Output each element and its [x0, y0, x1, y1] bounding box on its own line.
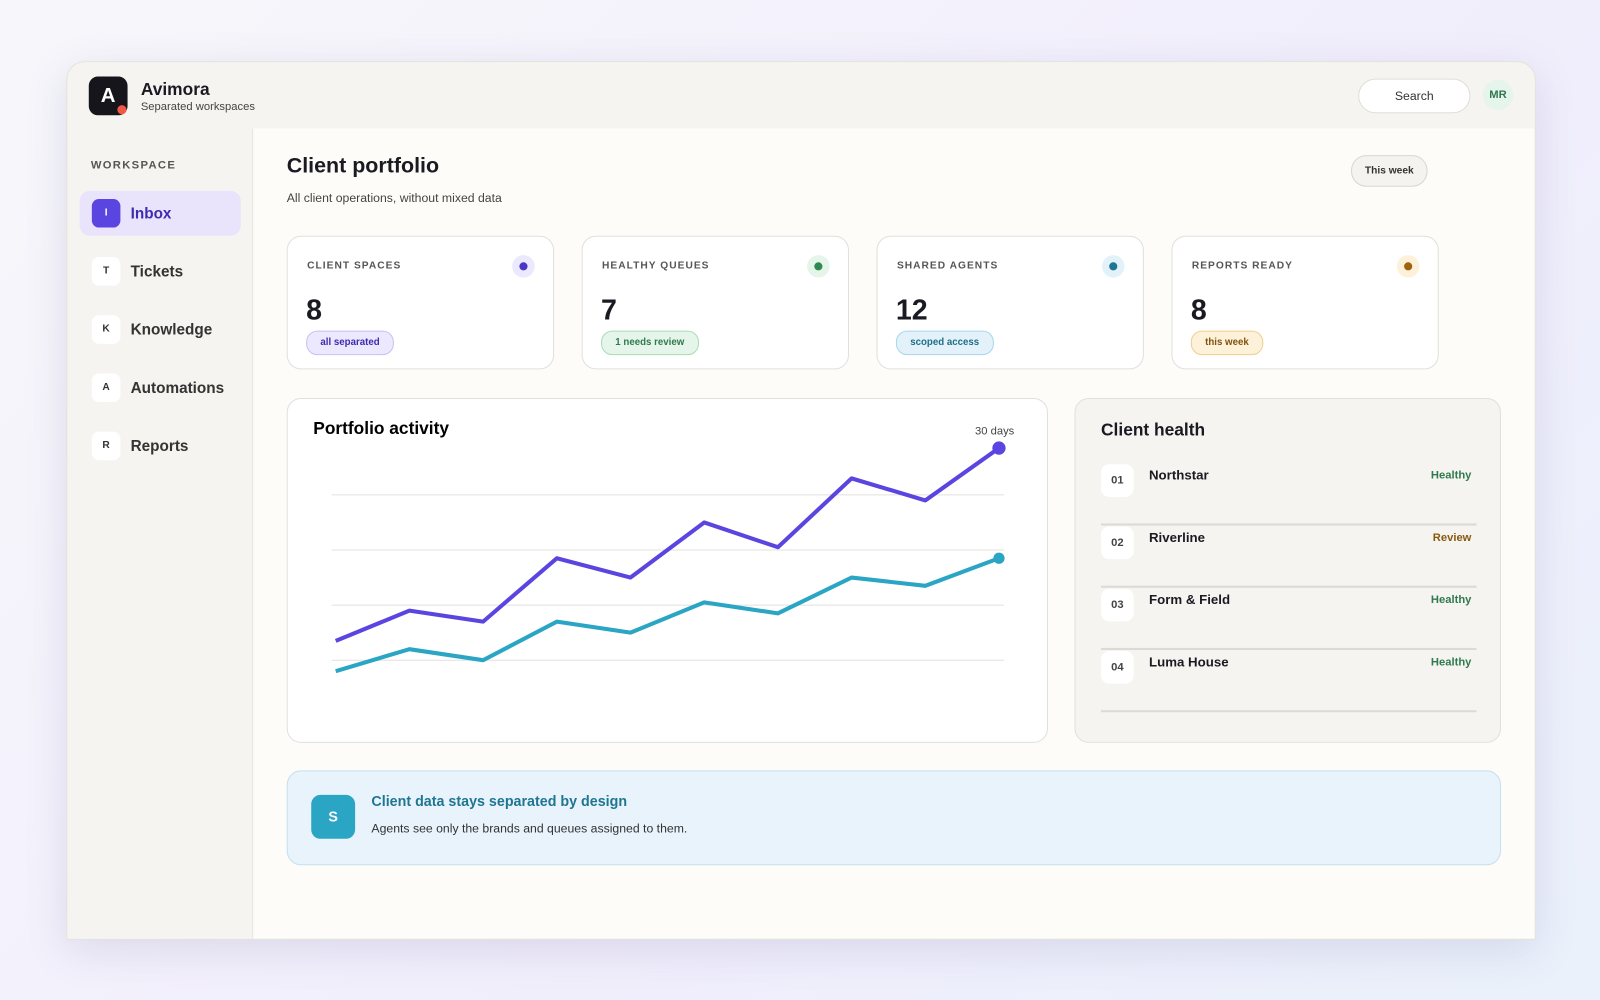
- nav-icon: A: [91, 373, 121, 403]
- stat-card: REPORTS READY 8 this week: [1171, 235, 1439, 370]
- stat-dot: [1396, 255, 1420, 278]
- health-row: 02 Riverline Review: [1101, 524, 1477, 588]
- logo: A: [88, 76, 128, 116]
- nav-label: Reports: [130, 437, 189, 456]
- app-window: A Avimora Separated workspaces Search MR…: [66, 61, 1536, 940]
- stat-dot-inner: [1404, 262, 1413, 271]
- search-button[interactable]: Search: [1358, 78, 1471, 114]
- chart-title: Portfolio activity: [313, 418, 449, 438]
- notice-text: Agents see only the brands and queues as…: [371, 821, 688, 836]
- stat-dot: [512, 255, 535, 278]
- stat-dot-inner: [519, 262, 528, 271]
- stat-label: REPORTS READY: [1191, 260, 1293, 272]
- stat-card: SHARED AGENTS 12 scoped access: [876, 235, 1144, 370]
- activity-card: Portfolio activity 30 days: [286, 397, 1048, 743]
- stat-dot: [807, 255, 830, 278]
- row-index: 01: [1101, 464, 1134, 497]
- nav-item[interactable]: A Automations: [80, 365, 241, 410]
- nav-label: Knowledge: [130, 321, 213, 339]
- sidebar-section: WORKSPACE: [90, 159, 177, 172]
- stat-badge: 1 needs review: [601, 330, 699, 356]
- chart: Portfolio activity 30 days: [313, 418, 1015, 674]
- end-point: [993, 552, 1005, 564]
- sidebar: WORKSPACE I Inbox T Tickets K Knowledge A Autom…: [67, 128, 254, 939]
- nav-icon: R: [91, 431, 121, 461]
- stat-value: 8: [1190, 293, 1207, 326]
- stat-card: CLIENT SPACES 8 all separated: [286, 235, 555, 370]
- row-index: 04: [1101, 651, 1134, 684]
- page-title: Client portfolio: [286, 154, 440, 178]
- stat-badge: all separated: [306, 330, 394, 356]
- nav-label: Inbox: [130, 205, 172, 223]
- stat-badge: scoped access: [895, 330, 994, 356]
- app-tagline: Separated workspaces: [140, 101, 256, 114]
- nav-icon: K: [91, 315, 121, 344]
- end-point: [992, 441, 1006, 455]
- stat-label: CLIENT SPACES: [307, 260, 402, 272]
- notice: S Client data stays separated by design …: [286, 770, 1502, 866]
- row-status: Healthy: [1430, 593, 1472, 607]
- health-row: 04 Luma House Healthy: [1101, 649, 1477, 713]
- avatar[interactable]: MR: [1482, 79, 1514, 111]
- notice-icon: S: [311, 794, 356, 839]
- health-title: Client health: [1101, 420, 1206, 440]
- stat-value: 8: [306, 293, 323, 326]
- nav-item[interactable]: T Tickets: [80, 249, 241, 294]
- nav-icon: I: [91, 198, 121, 228]
- row-index: 03: [1101, 588, 1134, 622]
- row-status: Healthy: [1430, 656, 1472, 669]
- health-row: 01 Northstar Healthy: [1101, 462, 1477, 526]
- app-name: Avimora: [140, 79, 210, 99]
- stat-badge: this week: [1190, 330, 1264, 356]
- chart-subtitle: 30 days: [975, 426, 1015, 438]
- nav-icon: T: [91, 257, 121, 286]
- stat-label: HEALTHY QUEUES: [602, 260, 710, 272]
- stat-value: 12: [895, 293, 928, 326]
- stat-dot-inner: [1109, 262, 1118, 271]
- page-subtitle: All client operations, without mixed dat…: [286, 190, 502, 206]
- nav-item[interactable]: I Inbox: [79, 190, 241, 236]
- range-button[interactable]: This week: [1351, 155, 1428, 187]
- row-name: Riverline: [1148, 529, 1206, 545]
- stat-card: HEALTHY QUEUES 7 1 needs review: [581, 235, 849, 370]
- health-row: 03 Form & Field Healthy: [1101, 587, 1477, 651]
- row-name: Northstar: [1148, 467, 1209, 483]
- row-name: Luma House: [1148, 654, 1229, 670]
- stat-dot-inner: [814, 262, 823, 271]
- row-status: Review: [1432, 531, 1472, 544]
- nav-item[interactable]: K Knowledge: [80, 307, 241, 352]
- row-index: 02: [1101, 526, 1134, 560]
- series-line: [334, 446, 1001, 643]
- row-status: Healthy: [1430, 469, 1472, 482]
- top-bar: A Avimora Separated workspaces Search MR: [67, 62, 1535, 129]
- nav-label: Automations: [130, 379, 225, 397]
- health-card: Client health 01 Northstar Healthy 02 Riverl…: [1074, 397, 1502, 743]
- series-line: [335, 556, 1000, 674]
- logo-dot: [117, 105, 127, 115]
- notice-title: Client data stays separated by design: [371, 792, 628, 810]
- stat-dot: [1102, 255, 1125, 278]
- stat-value: 7: [601, 293, 617, 326]
- nav-item[interactable]: R Reports: [80, 423, 241, 468]
- stat-label: SHARED AGENTS: [896, 260, 999, 272]
- nav-label: Tickets: [130, 263, 184, 281]
- row-name: Form & Field: [1148, 591, 1231, 608]
